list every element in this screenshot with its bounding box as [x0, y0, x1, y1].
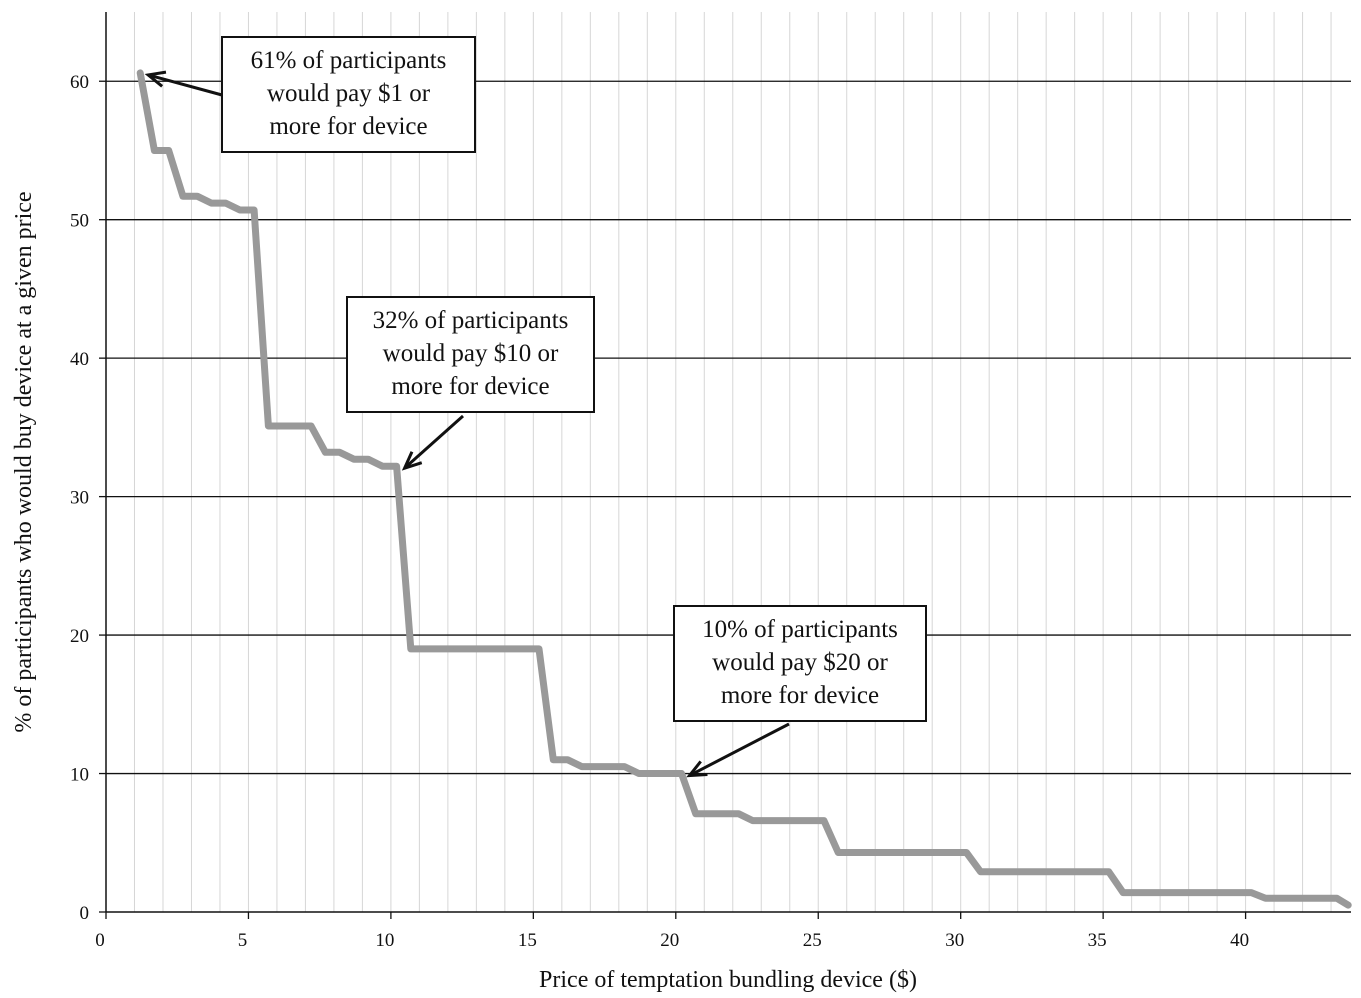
y-tick-label: 40 [70, 349, 89, 370]
annotation-arrowhead [686, 760, 708, 778]
y-tick-label: 60 [70, 72, 89, 93]
x-tick-label: 35 [1088, 930, 1107, 951]
annotation-arrowhead [401, 451, 423, 471]
annotation-arrow-line [688, 722, 790, 777]
series-line [136, 69, 1352, 909]
annotation-line: would pay $10 or [382, 340, 559, 367]
x-tick-label: 20 [660, 930, 679, 951]
ticks: 0 10 20 30 40 50 60 0 5 10 15 20 25 30 35 40 [70, 72, 1249, 951]
annotation-line: more for device [391, 373, 550, 400]
x-tick-label: 0 [95, 930, 105, 951]
x-tick-label: 5 [238, 930, 248, 951]
series-layer [136, 69, 1352, 909]
annotation-line: would pay $1 or [266, 80, 431, 107]
annotation-arrowhead [144, 70, 167, 88]
annotation-line: more for device [720, 682, 880, 709]
y-tick-label: 0 [80, 903, 90, 924]
y-axis-title: % of participants who would buy device a… [11, 191, 37, 732]
x-tick-label: 40 [1230, 930, 1249, 951]
annotation-line: 10% of participants [702, 616, 898, 643]
y-tick-label: 20 [70, 626, 89, 647]
annotation-line: more for device [269, 113, 428, 140]
minor-vertical-grid [133, 12, 1332, 912]
annotation-arrow-line [403, 414, 464, 470]
annotation-box-10-dollar: 32% of participants would pay $10 or mor… [346, 296, 595, 413]
annotation-line: 32% of participants [372, 307, 569, 334]
y-tick-label: 10 [70, 765, 89, 786]
annotation-box-1-dollar: 61% of participants would pay $1 or more… [221, 36, 476, 153]
x-tick-label: 10 [375, 930, 394, 951]
x-axis-title: Price of temptation bundling device ($) [539, 967, 917, 993]
y-tick-label: 30 [70, 488, 89, 509]
annotation-line: would pay $20 or [712, 649, 888, 676]
axes [105, 12, 1351, 913]
x-tick-label: 15 [518, 930, 537, 951]
x-tick-label: 25 [803, 930, 822, 951]
annotation-arrows [144, 70, 790, 778]
annotation-arrow-line [147, 73, 223, 97]
annotation-line: 61% of participants [250, 47, 447, 74]
annotation-box-20-dollar: 10% of participants would pay $20 or mor… [673, 605, 927, 722]
x-tick-label: 30 [945, 930, 964, 951]
y-tick-label: 50 [70, 211, 89, 232]
